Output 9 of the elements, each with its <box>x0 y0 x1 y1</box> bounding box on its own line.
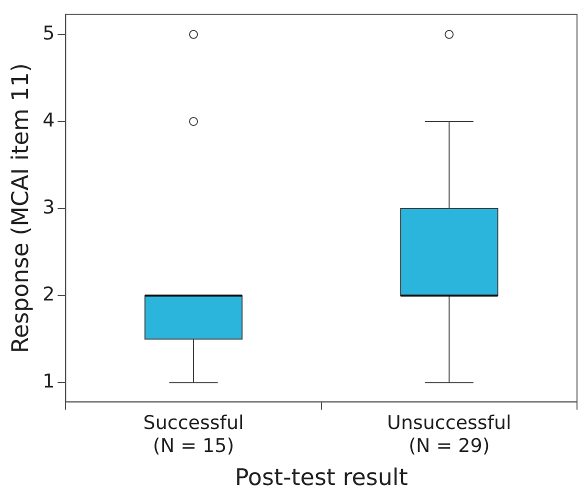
y-axis-title: Response (MCAI item 11) <box>8 63 34 354</box>
y-tick-label: 1 <box>42 370 55 393</box>
x-axis-title: Post-test result <box>234 465 408 492</box>
y-tick-label: 2 <box>42 284 55 306</box>
y-tick-label: 4 <box>42 109 55 132</box>
x-tick-label: Unsuccessful (N = 29) <box>387 412 512 457</box>
x-tick-label: Successful (N = 15) <box>143 412 244 457</box>
y-tick-label: 3 <box>42 196 55 218</box>
y-tick-label: 5 <box>42 22 55 44</box>
